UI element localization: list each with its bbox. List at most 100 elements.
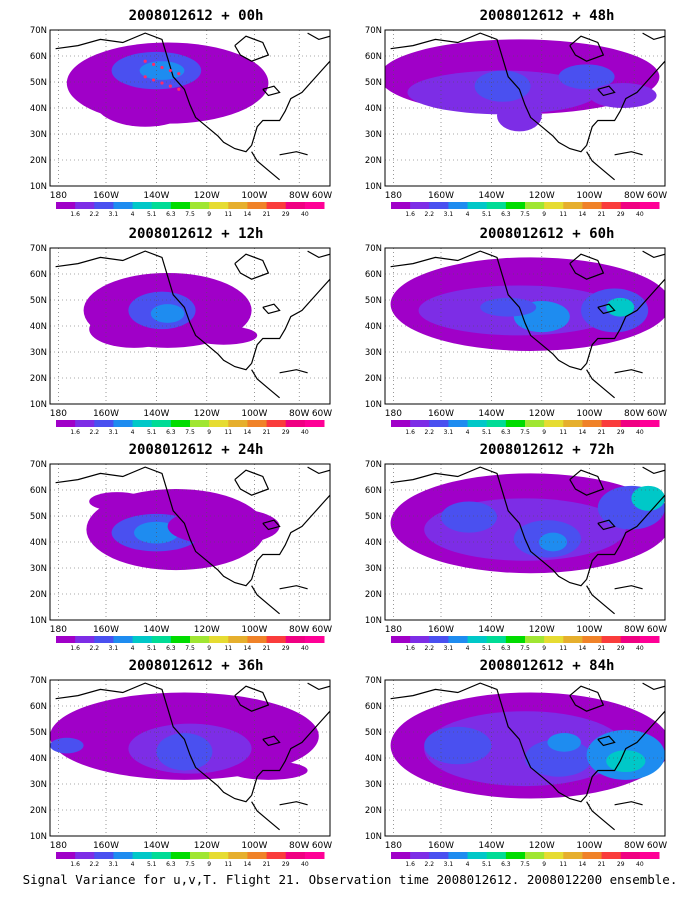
panel-title: 2008012612 + 00h [128, 8, 264, 24]
colorbar-label: 4 [131, 861, 135, 868]
longitude-label: 80W [624, 625, 644, 635]
longitude-label: 160W [428, 841, 454, 851]
colorbar-label: 29 [282, 861, 290, 868]
longitude-label: 80W [624, 841, 644, 851]
colorbar-label: 21 [263, 645, 271, 652]
colorbar-label: 29 [617, 211, 625, 218]
colorbar-swatch [505, 202, 526, 209]
observation-point [160, 81, 164, 85]
colorbar-label: 9 [207, 211, 211, 218]
colorbar-swatch [56, 636, 76, 643]
colorbar-swatch [410, 636, 430, 643]
colorbar-swatch [285, 636, 306, 643]
colorbar-label: 11 [224, 211, 232, 218]
colorbar-label: 9 [207, 861, 211, 868]
colorbar-label: 9 [542, 211, 546, 218]
variance-contour [441, 501, 497, 533]
coastline [614, 151, 643, 156]
latitude-label: 70N [365, 676, 382, 686]
colorbar-label: 5.1 [482, 861, 492, 868]
colorbar-swatch [563, 202, 583, 209]
coastline [279, 801, 308, 806]
colorbar-swatch [601, 202, 622, 209]
variance-contour [424, 726, 492, 765]
coastline [262, 85, 281, 97]
colorbar-label: 7.5 [185, 429, 195, 436]
colorbar-swatch [544, 636, 564, 643]
variance-contour [474, 70, 531, 102]
colorbar-swatch [132, 636, 153, 643]
latitude-label: 20N [365, 374, 382, 384]
coastline [307, 250, 330, 259]
colorbar-label: 40 [301, 211, 309, 218]
colorbar-label: 14 [244, 861, 252, 868]
colorbar-swatch [601, 420, 622, 427]
panel-title: 2008012612 + 60h [479, 226, 615, 242]
colorbar-swatch [429, 636, 449, 643]
panel-title: 2008012612 + 12h [128, 226, 264, 242]
colorbar-swatch [304, 636, 325, 643]
colorbar-label: 29 [617, 645, 625, 652]
longitude-label: 120W [529, 409, 555, 419]
variance-contour [606, 297, 635, 317]
colorbar-swatch [525, 852, 545, 859]
colorbar-label: 5.1 [482, 429, 492, 436]
colorbar-swatch [170, 852, 191, 859]
colorbar-swatch [75, 636, 95, 643]
colorbar-label: 2.2 [425, 861, 435, 868]
colorbar-swatch [525, 202, 545, 209]
latitude-label: 10N [30, 400, 47, 410]
colorbar-swatch [209, 202, 229, 209]
colorbar-swatch [94, 636, 114, 643]
colorbar-label: 6.3 [166, 211, 176, 218]
coastline [279, 151, 308, 156]
colorbar-swatch [467, 852, 488, 859]
colorbar-label: 29 [617, 861, 625, 868]
panel-12h: 70N 60N 50N 40N 30N 20N 10N 180 160W 140W 120W 100W… [20, 226, 360, 444]
colorbar-swatch [266, 202, 287, 209]
colorbar-label: 6.3 [501, 211, 511, 218]
longitude-label: 60W [647, 625, 667, 635]
colorbar-label: 21 [263, 861, 271, 868]
longitude-label: 100W [576, 625, 602, 635]
coastline [390, 682, 588, 803]
colorbar-label: 3.1 [444, 645, 454, 652]
colorbar-label: 29 [282, 429, 290, 436]
colorbar-swatch [170, 420, 191, 427]
variance-contour [50, 737, 84, 754]
coastline [614, 369, 643, 374]
colorbar-swatch [639, 202, 660, 209]
longitude-label: 120W [194, 625, 220, 635]
colorbar-swatch [266, 420, 287, 427]
colorbar-swatch [467, 636, 488, 643]
variance-contour [167, 507, 280, 546]
latitude-label: 30N [365, 348, 382, 358]
colorbar-swatch [563, 420, 583, 427]
panel-48h: 70N 60N 50N 40N 30N 20N 10N 180 160W 140W 120W 100W… [355, 8, 695, 226]
longitude-label: 120W [529, 625, 555, 635]
coastline [586, 801, 615, 831]
longitude-label: 160W [428, 625, 454, 635]
coastline [279, 369, 308, 374]
longitude-label: 120W [194, 191, 220, 201]
colorbar-label: 29 [617, 429, 625, 436]
longitude-label: 80W [289, 191, 309, 201]
colorbar-swatch [582, 852, 603, 859]
coastline [234, 35, 270, 62]
coastline [307, 32, 330, 41]
observation-point [152, 78, 156, 82]
latitude-label: 30N [30, 130, 47, 140]
colorbar-label: 2.2 [425, 429, 435, 436]
colorbar-label: 9 [542, 429, 546, 436]
longitude-label: 60W [312, 191, 332, 201]
colorbar-label: 11 [559, 645, 567, 652]
longitude-label: 120W [194, 841, 220, 851]
colorbar-swatch [448, 636, 469, 643]
colorbar-label: 14 [579, 861, 587, 868]
observation-point [143, 75, 147, 79]
longitude-label: 140W [143, 625, 169, 635]
panel-60h: 70N 60N 50N 40N 30N 20N 10N 180 160W 140W 120W 100W… [355, 226, 695, 444]
colorbar-swatch [56, 202, 76, 209]
coastline [569, 469, 605, 496]
